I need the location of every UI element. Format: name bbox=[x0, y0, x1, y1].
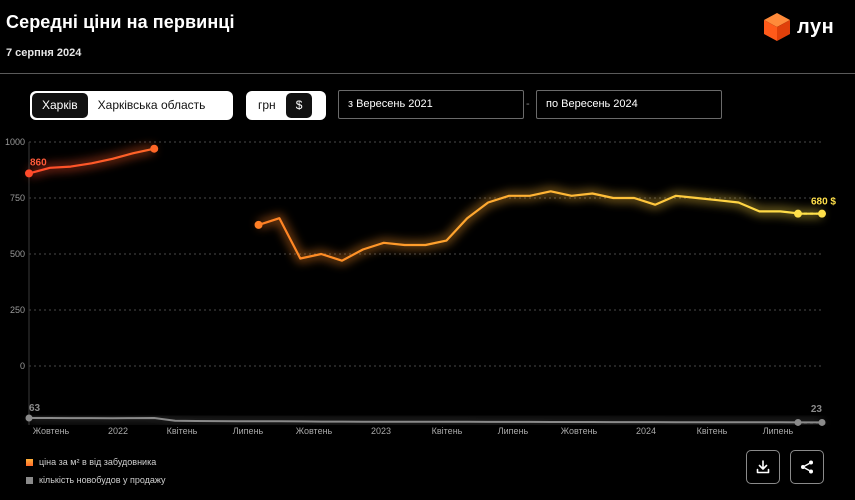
price-line bbox=[257, 190, 824, 262]
region-option-city[interactable]: Харків bbox=[32, 93, 88, 118]
x-tick-label: Липень bbox=[763, 426, 794, 436]
range-separator: - bbox=[526, 98, 530, 110]
count-current-marker bbox=[794, 418, 802, 426]
date-from-select[interactable]: з Вересень 2021 bbox=[338, 90, 524, 119]
x-tick-label: Липень bbox=[233, 426, 264, 436]
x-tick-label: Жовтень bbox=[296, 426, 333, 436]
y-tick-label: 750 bbox=[10, 193, 25, 203]
x-tick-label: Квітень bbox=[432, 426, 463, 436]
count-end-label: 23 bbox=[811, 404, 823, 415]
download-button[interactable] bbox=[746, 450, 780, 484]
legend-price: ціна за м² в від забудовника bbox=[26, 457, 156, 467]
share-button[interactable] bbox=[790, 450, 824, 484]
legend-price-label: ціна за м² в від забудовника bbox=[39, 457, 157, 467]
region-switch: Харків Харківська область bbox=[30, 91, 233, 120]
x-tick-label: Жовтень bbox=[33, 426, 70, 436]
count-start-marker bbox=[25, 414, 33, 422]
price-line bbox=[27, 147, 156, 175]
price-segment-start-marker bbox=[25, 169, 33, 178]
header-divider bbox=[0, 73, 855, 74]
currency-option-usd[interactable]: $ bbox=[285, 93, 313, 118]
y-tick-label: 250 bbox=[10, 305, 25, 315]
y-tick-label: 500 bbox=[10, 249, 25, 259]
download-icon bbox=[756, 460, 770, 474]
y-tick-label: 1000 bbox=[5, 137, 25, 147]
x-tick-label: Квітень bbox=[167, 426, 198, 436]
legend-price-swatch bbox=[26, 458, 33, 466]
price-chart: 0 250 500 750 1000 Жовтень 2022 Квітень Липень Ж… bbox=[5, 137, 836, 436]
currency-option-uah[interactable]: грн bbox=[258, 98, 276, 112]
page-title: Середні ціни на первинці bbox=[6, 12, 235, 32]
price-end-label: 680 $ bbox=[811, 197, 836, 208]
x-tick-label: Липень bbox=[498, 426, 529, 436]
price-current-marker bbox=[794, 209, 802, 218]
y-tick-label: 0 bbox=[20, 361, 25, 371]
price-end-marker bbox=[818, 209, 826, 218]
x-tick-label: Квітень bbox=[697, 426, 728, 436]
x-tick-label: 2024 bbox=[636, 426, 656, 436]
legend-count: кількість новобудов у продажу bbox=[26, 475, 166, 485]
x-tick-label: 2023 bbox=[371, 426, 391, 436]
currency-switch: грн $ bbox=[246, 91, 326, 120]
x-tick-label: 2022 bbox=[108, 426, 128, 436]
price-start-label: 860 bbox=[30, 157, 47, 168]
logo-text: лун bbox=[797, 15, 835, 38]
report-date: 7 серпня 2024 bbox=[6, 47, 82, 59]
count-end-marker bbox=[818, 418, 826, 426]
legend-count-swatch bbox=[26, 476, 33, 484]
count-line bbox=[29, 417, 822, 424]
price-segment-end-marker bbox=[150, 144, 159, 153]
price-segment-start-marker bbox=[254, 220, 263, 229]
region-option-oblast[interactable]: Харківська область bbox=[97, 98, 206, 112]
date-to-select[interactable]: по Вересень 2024 bbox=[536, 90, 722, 119]
share-icon bbox=[801, 460, 813, 474]
x-tick-label: Жовтень bbox=[561, 426, 598, 436]
legend-count-label: кількість новобудов у продажу bbox=[39, 475, 166, 485]
count-start-label: 63 bbox=[29, 403, 41, 414]
brand-logo[interactable]: лун bbox=[763, 12, 834, 42]
cube-logo-icon bbox=[764, 13, 790, 41]
